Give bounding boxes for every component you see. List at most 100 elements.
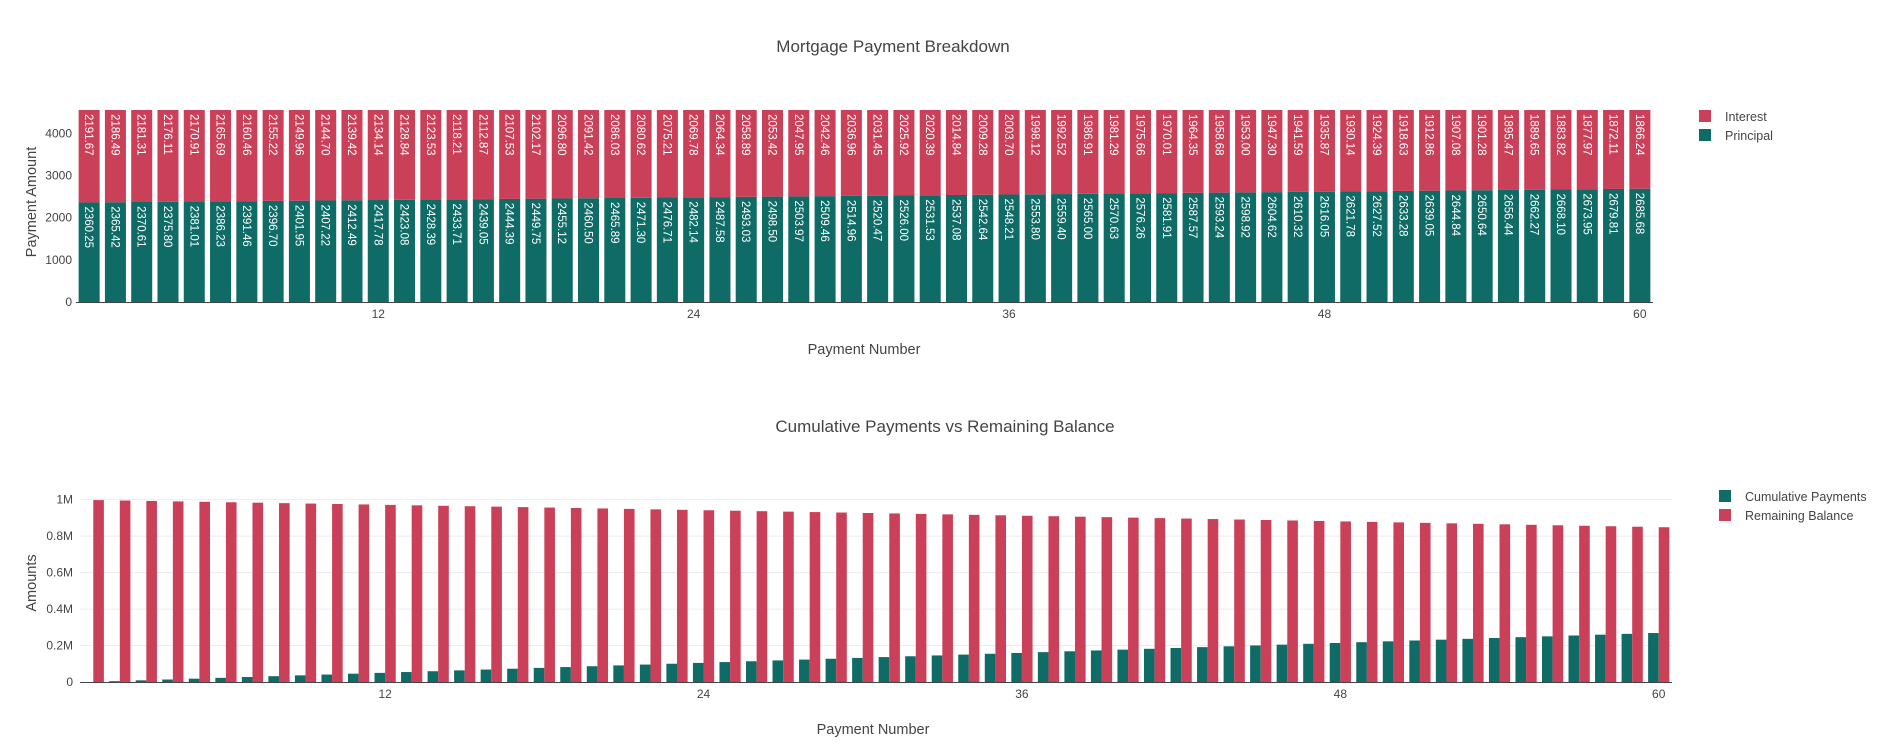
remaining-balance-bar[interactable]: [677, 509, 688, 682]
interest-bar[interactable]: [788, 110, 810, 197]
remaining-balance-bar[interactable]: [1260, 519, 1272, 682]
interest-bar[interactable]: [1550, 110, 1572, 190]
principal-bar[interactable]: [1103, 193, 1125, 302]
interest-bar[interactable]: [1366, 110, 1388, 192]
principal-bar[interactable]: [420, 199, 442, 302]
principal-bar[interactable]: [472, 199, 494, 302]
principal-bar[interactable]: [1445, 190, 1467, 302]
cumulative-payments-bar[interactable]: [321, 674, 333, 682]
cumulative-payments-bar[interactable]: [1329, 642, 1341, 682]
cumulative-payments-bar[interactable]: [533, 667, 545, 682]
principal-bar[interactable]: [104, 202, 126, 302]
principal-bar[interactable]: [1051, 194, 1073, 302]
principal-bar[interactable]: [604, 197, 626, 302]
remaining-balance-bar[interactable]: [358, 504, 370, 682]
remaining-balance-bar[interactable]: [650, 509, 662, 682]
remaining-balance-bar[interactable]: [995, 515, 1007, 682]
principal-bar[interactable]: [998, 194, 1020, 302]
principal-bar[interactable]: [1392, 190, 1414, 302]
interest-bar[interactable]: [1392, 110, 1414, 191]
interest-bar[interactable]: [157, 110, 179, 202]
cumulative-payments-bar[interactable]: [347, 673, 359, 682]
remaining-balance-bar[interactable]: [1658, 527, 1670, 682]
interest-bar[interactable]: [840, 110, 862, 196]
principal-bar[interactable]: [1524, 189, 1546, 302]
cumulative-payments-bar[interactable]: [825, 658, 837, 682]
remaining-balance-bar[interactable]: [1605, 526, 1617, 682]
remaining-balance-bar[interactable]: [225, 502, 237, 682]
remaining-balance-bar[interactable]: [438, 505, 449, 682]
principal-bar[interactable]: [1550, 189, 1572, 302]
interest-bar[interactable]: [1024, 110, 1046, 195]
principal-bar[interactable]: [157, 201, 179, 302]
principal-bar[interactable]: [1077, 193, 1099, 302]
remaining-balance-bar[interactable]: [623, 508, 635, 682]
interest-bar[interactable]: [210, 110, 232, 202]
cumulative-payments-bar[interactable]: [1488, 638, 1500, 682]
interest-bar[interactable]: [499, 110, 521, 199]
interest-bar[interactable]: [761, 110, 784, 197]
interest-bar[interactable]: [288, 110, 310, 201]
cumulative-payments-bar[interactable]: [1462, 638, 1473, 682]
cumulative-payments-bar[interactable]: [613, 665, 624, 682]
remaining-balance-bar[interactable]: [1048, 516, 1060, 682]
interest-bar[interactable]: [236, 110, 258, 202]
cumulative-payments-bar[interactable]: [109, 681, 120, 682]
principal-bar[interactable]: [183, 201, 205, 302]
remaining-balance-bar[interactable]: [942, 514, 953, 682]
principal-bar[interactable]: [1497, 189, 1519, 302]
interest-bar[interactable]: [972, 110, 994, 195]
principal-bar[interactable]: [262, 200, 284, 302]
remaining-balance-bar[interactable]: [730, 510, 741, 682]
remaining-balance-bar[interactable]: [146, 500, 157, 682]
principal-bar[interactable]: [972, 194, 994, 302]
remaining-balance-bar[interactable]: [836, 512, 847, 682]
principal-bar[interactable]: [525, 198, 547, 302]
remaining-balance-bar[interactable]: [252, 502, 264, 682]
remaining-balance-bar[interactable]: [1473, 523, 1484, 682]
principal-bar[interactable]: [1287, 191, 1309, 302]
cumulative-payments-bar[interactable]: [268, 676, 279, 682]
principal-bar[interactable]: [840, 195, 862, 302]
remaining-balance-bar[interactable]: [1526, 524, 1537, 682]
cumulative-payments-bar[interactable]: [639, 664, 651, 682]
principal-bar[interactable]: [1129, 193, 1151, 302]
principal-bar[interactable]: [683, 197, 705, 302]
cumulative-payments-bar[interactable]: [719, 662, 731, 682]
principal-bar[interactable]: [630, 197, 652, 302]
remaining-balance-bar[interactable]: [385, 504, 396, 682]
remaining-balance-bar[interactable]: [491, 506, 502, 682]
cumulative-payments-bar[interactable]: [135, 680, 147, 682]
remaining-balance-bar[interactable]: [1154, 518, 1166, 682]
interest-bar[interactable]: [551, 110, 573, 199]
principal-bar[interactable]: [814, 196, 836, 302]
cumulative-payments-bar[interactable]: [1170, 647, 1182, 682]
remaining-balance-bar[interactable]: [1393, 522, 1405, 682]
interest-bar[interactable]: [183, 110, 205, 202]
cumulative-payments-bar[interactable]: [1143, 648, 1155, 682]
interest-bar[interactable]: [1445, 110, 1467, 191]
interest-bar[interactable]: [1340, 110, 1362, 192]
principal-bar[interactable]: [315, 200, 337, 302]
remaining-balance-bar[interactable]: [1366, 521, 1378, 682]
interest-bar[interactable]: [1629, 110, 1651, 189]
interest-bar[interactable]: [1524, 110, 1546, 190]
cumulative-payments-bar[interactable]: [401, 672, 412, 682]
cumulative-payments-bar[interactable]: [1382, 641, 1394, 682]
cumulative-payments-bar[interactable]: [1568, 635, 1580, 682]
interest-bar[interactable]: [1182, 110, 1204, 193]
interest-bar[interactable]: [1235, 110, 1257, 193]
interest-bar[interactable]: [1287, 110, 1309, 192]
principal-bar[interactable]: [1024, 194, 1046, 302]
interest-bar[interactable]: [735, 110, 757, 197]
cumulative-payments-bar[interactable]: [294, 675, 306, 682]
remaining-balance-bar[interactable]: [783, 511, 794, 682]
principal-bar[interactable]: [210, 201, 232, 302]
remaining-balance-bar[interactable]: [862, 512, 874, 682]
cumulative-payments-bar[interactable]: [427, 671, 439, 682]
principal-bar[interactable]: [709, 197, 731, 302]
cumulative-payments-bar[interactable]: [1197, 647, 1208, 682]
remaining-balance-bar[interactable]: [1313, 520, 1325, 682]
cumulative-payments-bar[interactable]: [1037, 652, 1049, 682]
principal-bar[interactable]: [1340, 191, 1362, 302]
